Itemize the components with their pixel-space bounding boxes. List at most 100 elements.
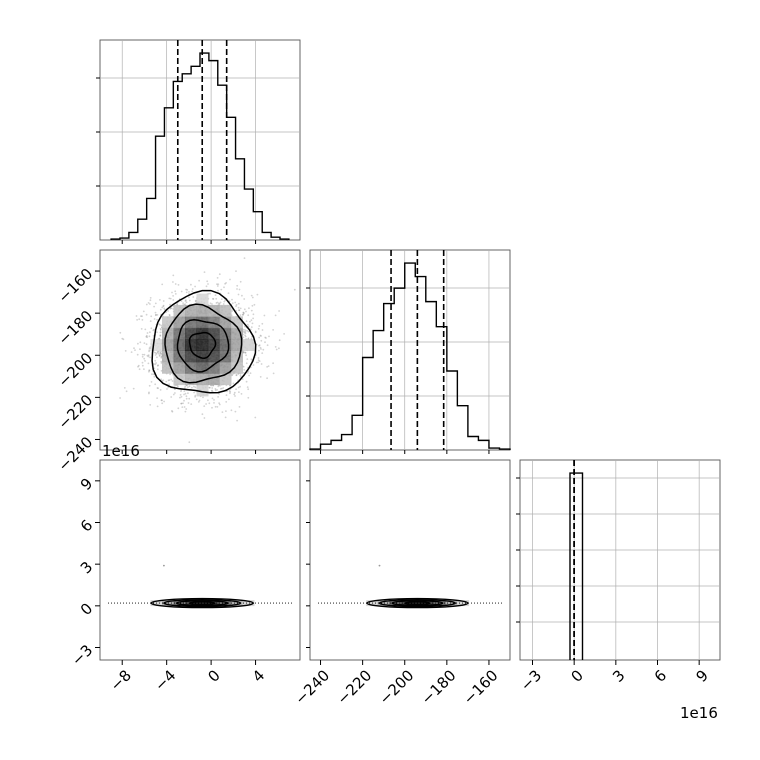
- panel-frame-r0-c0: [99, 39, 301, 241]
- scatter-point: [198, 399, 201, 402]
- scatter-point: [244, 332, 247, 335]
- scatter-point: [170, 396, 173, 398]
- scatter-point: [185, 395, 188, 398]
- scatter-point: [141, 361, 144, 364]
- scatter-point: [168, 297, 171, 300]
- scatter-point: [272, 372, 275, 375]
- scatter-point: [146, 336, 149, 339]
- quantile-lines: [390, 250, 445, 450]
- scatter-point: [209, 292, 212, 295]
- scatter-point: [160, 355, 163, 358]
- scatter-point: [243, 298, 246, 300]
- scatter-point: [214, 388, 217, 390]
- density-cell: [400, 600, 413, 607]
- scatter-point: [238, 406, 241, 408]
- scatter-point: [244, 335, 247, 338]
- scatter-point: [206, 280, 209, 283]
- scatter-point: [231, 302, 234, 304]
- scatter-point: [252, 313, 255, 316]
- scatter-point: [211, 303, 213, 305]
- scatter-point: [143, 357, 146, 360]
- scatter-point: [156, 397, 159, 399]
- scatter-point: [212, 298, 215, 300]
- scatter-point: [183, 406, 186, 408]
- scatter-point: [167, 310, 170, 312]
- scatter-point: [180, 390, 182, 393]
- scatter-point: [156, 405, 159, 408]
- scatter-point: [222, 303, 225, 305]
- joint-density-param-0-vs-param-2: [108, 564, 292, 609]
- scatter-point: [278, 310, 280, 312]
- scatter-point: [243, 331, 246, 334]
- density-cell: [185, 373, 197, 386]
- scatter-point: [156, 368, 159, 371]
- density-cell: [219, 316, 232, 329]
- scatter-point: [213, 402, 215, 404]
- scatter-point: [260, 363, 263, 365]
- x-tick-label: −200: [376, 666, 418, 708]
- scatter-point: [209, 302, 212, 305]
- scatter-point: [246, 358, 249, 360]
- density-cell: [219, 339, 232, 351]
- scatter-point: [249, 372, 252, 375]
- density-cell: [185, 361, 197, 374]
- scatter-point: [148, 349, 151, 351]
- scatter-point: [184, 303, 187, 305]
- density-cell: [173, 600, 186, 607]
- scatter-point: [233, 393, 236, 396]
- scatter-point: [246, 372, 249, 374]
- scatter-point: [140, 328, 143, 330]
- scatter-point: [258, 325, 261, 327]
- scatter-point: [228, 390, 231, 392]
- scatter-point: [165, 380, 168, 383]
- scatter-point: [237, 302, 240, 305]
- scatter-point: [143, 368, 145, 370]
- y-tick-label: −160: [55, 265, 97, 307]
- scatter-point: [272, 329, 274, 331]
- scatter-point: [216, 301, 219, 304]
- scatter-point: [141, 353, 144, 356]
- scatter-point: [187, 402, 190, 404]
- scatter-point: [160, 370, 163, 372]
- scatter-point: [149, 331, 151, 334]
- scatter-point: [259, 376, 262, 378]
- y-tick-label: −200: [55, 349, 97, 391]
- scatter-point: [191, 288, 194, 290]
- scatter-point: [143, 342, 146, 344]
- axis-ticks: [95, 240, 700, 665]
- scatter-point: [258, 336, 261, 339]
- scatter-point: [146, 332, 149, 334]
- scatter-point: [259, 334, 262, 337]
- scatter-point: [195, 398, 198, 401]
- contour-level: [391, 600, 444, 607]
- scatter-point: [258, 360, 261, 362]
- scatter-point: [147, 354, 150, 357]
- joint-density-param-1-vs-param-2: [318, 564, 502, 609]
- y-tick-label: 3: [77, 558, 96, 577]
- scatter-point: [238, 309, 240, 312]
- x-tick-label: 6: [651, 666, 670, 685]
- scatter-point: [225, 401, 228, 403]
- scatter-point: [177, 385, 179, 388]
- density-contours: [151, 289, 257, 394]
- density-cell: [196, 373, 209, 386]
- contour-level: [175, 600, 229, 607]
- scatter-point: [259, 346, 262, 349]
- scatter-point: [172, 393, 175, 396]
- scatter-point: [180, 300, 183, 303]
- scatter-point: [216, 277, 219, 279]
- scatter-point: [235, 374, 238, 376]
- scatter-point: [231, 373, 234, 376]
- scatter-point: [205, 403, 208, 405]
- panel-frames: [99, 39, 721, 661]
- scatter-point: [188, 441, 191, 444]
- scatter-point: [254, 331, 257, 334]
- scatter-point: [169, 307, 172, 310]
- scatter-point: [216, 285, 219, 287]
- scatter-point: [243, 351, 246, 354]
- density-cell: [208, 327, 220, 340]
- scatter-point: [239, 307, 242, 310]
- scatter-point: [217, 385, 220, 388]
- scatter-point: [255, 361, 258, 364]
- density-cell: [162, 327, 174, 340]
